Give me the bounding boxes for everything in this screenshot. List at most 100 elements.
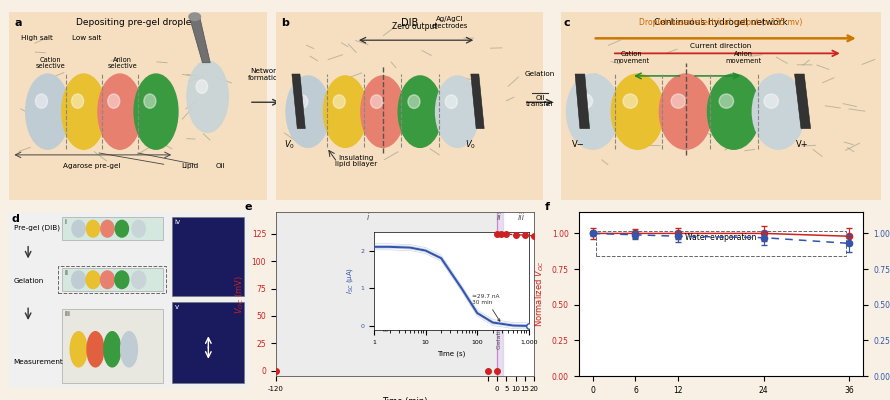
Ellipse shape (101, 220, 114, 237)
FancyBboxPatch shape (61, 217, 163, 240)
Ellipse shape (36, 94, 47, 108)
Text: i: i (367, 213, 369, 222)
Ellipse shape (196, 80, 207, 93)
Text: i: i (64, 219, 66, 225)
Ellipse shape (71, 271, 85, 288)
Text: Network
formation: Network formation (248, 68, 283, 81)
Ellipse shape (86, 220, 100, 237)
Ellipse shape (98, 74, 142, 149)
Text: Zero output: Zero output (392, 22, 438, 31)
Text: Anion
movement: Anion movement (725, 51, 761, 64)
Text: V+: V+ (797, 140, 809, 149)
X-axis label: Time (min): Time (min) (382, 397, 428, 400)
Ellipse shape (115, 220, 128, 237)
Text: Measurement: Measurement (13, 358, 63, 365)
Ellipse shape (121, 332, 137, 367)
Ellipse shape (132, 271, 146, 288)
Text: Gelation: Gelation (525, 71, 555, 77)
Ellipse shape (623, 94, 637, 108)
Text: Depositing pre-gel droplets: Depositing pre-gel droplets (77, 18, 199, 27)
Ellipse shape (671, 94, 685, 108)
Ellipse shape (189, 13, 200, 20)
Polygon shape (471, 74, 484, 128)
Text: $V_0$: $V_0$ (465, 138, 476, 151)
Bar (498, 212, 503, 376)
Bar (276, 212, 498, 376)
Text: $V_0$: $V_0$ (284, 138, 295, 151)
Ellipse shape (115, 271, 129, 288)
Text: Pre-gel (DIB): Pre-gel (DIB) (13, 224, 60, 231)
Text: v: v (174, 304, 179, 310)
Y-axis label: $V_{OC}$ (mV): $V_{OC}$ (mV) (233, 274, 247, 314)
Text: Low salt: Low salt (71, 35, 101, 41)
Ellipse shape (578, 94, 593, 108)
Ellipse shape (104, 332, 121, 367)
FancyBboxPatch shape (173, 217, 245, 296)
Ellipse shape (708, 74, 760, 149)
Ellipse shape (70, 332, 87, 367)
FancyBboxPatch shape (6, 44, 239, 174)
Text: iv: iv (174, 219, 181, 225)
Ellipse shape (144, 94, 156, 108)
Ellipse shape (360, 76, 405, 147)
Text: b: b (281, 18, 289, 28)
Text: d: d (12, 214, 20, 224)
Text: Cation
selective: Cation selective (36, 57, 65, 69)
Polygon shape (795, 74, 811, 128)
Text: Current direction: Current direction (691, 43, 751, 49)
Polygon shape (190, 18, 210, 63)
Text: ii: ii (64, 270, 69, 276)
Ellipse shape (611, 74, 664, 149)
Text: Water evaporation: Water evaporation (685, 233, 756, 242)
Text: Gelation and oil transfer: Gelation and oil transfer (497, 272, 502, 349)
Ellipse shape (764, 94, 779, 108)
FancyBboxPatch shape (173, 302, 245, 383)
Text: Droplet-based electrical output (≈125 mv): Droplet-based electrical output (≈125 mv… (639, 18, 803, 27)
Ellipse shape (566, 74, 619, 149)
Y-axis label: Normalized $V_{OC}$: Normalized $V_{OC}$ (534, 261, 546, 327)
Ellipse shape (719, 94, 733, 108)
Text: High salt: High salt (21, 35, 53, 41)
FancyBboxPatch shape (61, 268, 163, 291)
Ellipse shape (26, 74, 69, 149)
Text: ii: ii (497, 213, 501, 222)
Ellipse shape (295, 95, 308, 108)
Text: Pre-gel (DIB): Pre-gel (DIB) (384, 290, 390, 331)
Text: iii: iii (64, 310, 70, 316)
Text: c: c (564, 18, 570, 28)
Text: Anion
selective: Anion selective (108, 57, 137, 69)
Text: Ag/AgCl
electrodes: Ag/AgCl electrodes (432, 16, 467, 29)
Text: V−: V− (572, 140, 585, 149)
Ellipse shape (187, 61, 229, 132)
Text: Lipid: Lipid (181, 163, 198, 169)
Text: Continuous hydrogel network: Continuous hydrogel network (654, 18, 788, 27)
Ellipse shape (286, 76, 330, 147)
Text: Agarose pre-gel: Agarose pre-gel (62, 163, 120, 169)
Text: Oil: Oil (215, 163, 225, 169)
Text: Gelation: Gelation (13, 278, 44, 284)
Text: f: f (545, 202, 549, 212)
Text: Insulating
lipid bilayer: Insulating lipid bilayer (335, 155, 377, 167)
Ellipse shape (71, 94, 84, 108)
Text: Cation
movement: Cation movement (613, 51, 649, 64)
Text: e: e (245, 202, 253, 212)
Ellipse shape (408, 95, 420, 108)
Text: iii: iii (517, 213, 525, 222)
Ellipse shape (398, 76, 442, 147)
Ellipse shape (134, 74, 178, 149)
FancyBboxPatch shape (61, 309, 163, 383)
Text: Oil
transfer: Oil transfer (526, 94, 554, 107)
Text: a: a (14, 18, 21, 28)
Ellipse shape (659, 74, 712, 149)
Ellipse shape (132, 220, 145, 237)
Ellipse shape (61, 74, 106, 149)
Ellipse shape (370, 95, 383, 108)
Ellipse shape (72, 220, 85, 237)
Ellipse shape (435, 76, 480, 147)
Ellipse shape (445, 95, 457, 108)
Ellipse shape (333, 95, 345, 108)
Ellipse shape (323, 76, 368, 147)
Ellipse shape (86, 271, 100, 288)
Polygon shape (575, 74, 589, 128)
Polygon shape (292, 74, 305, 128)
